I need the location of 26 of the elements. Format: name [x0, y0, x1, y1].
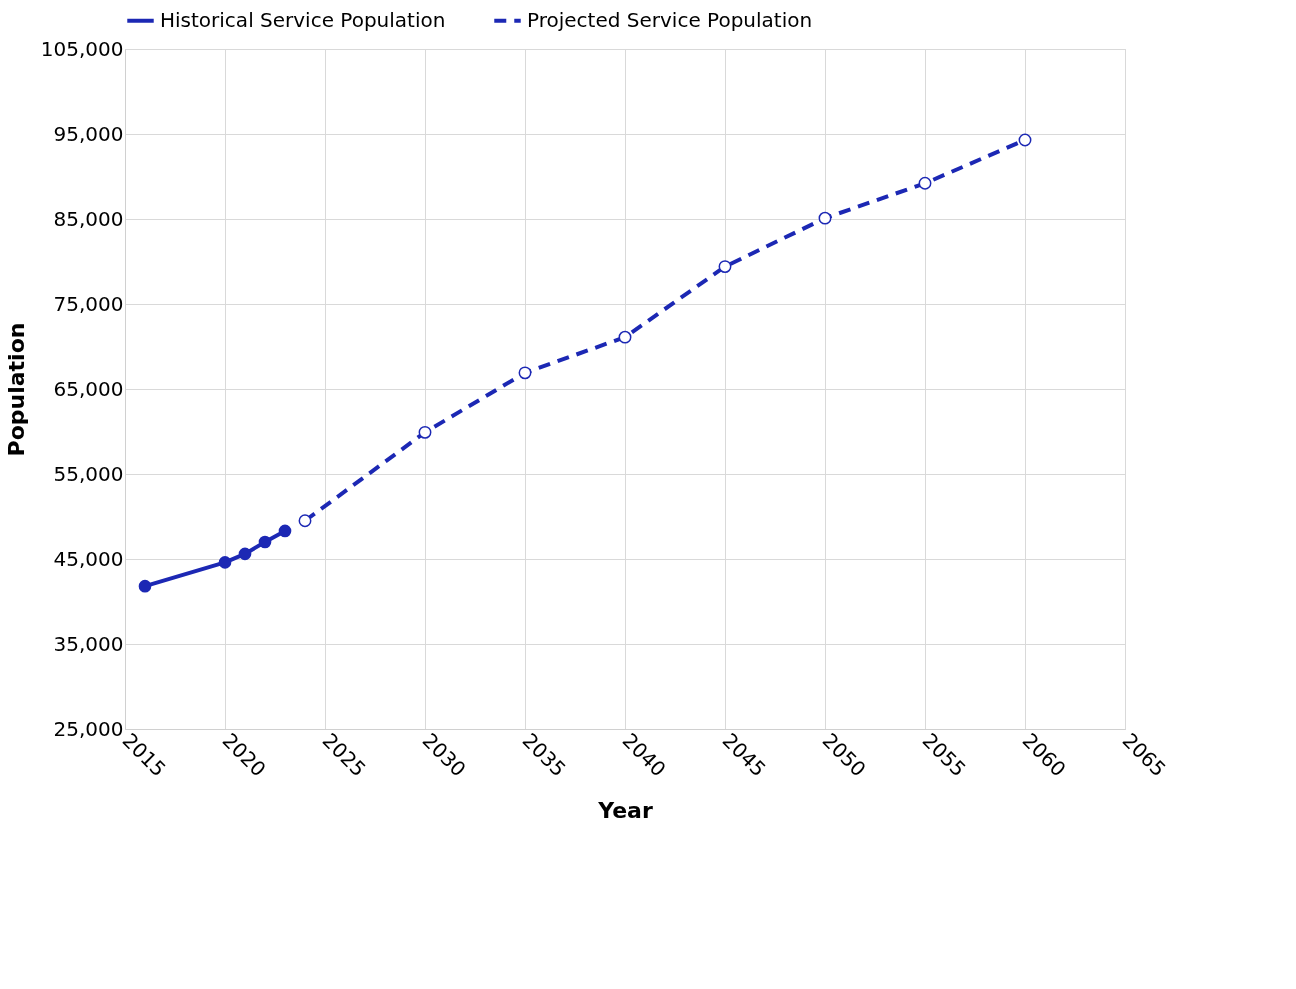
point [518, 366, 532, 380]
point [418, 425, 432, 439]
legend-label: Historical Service Population [160, 7, 446, 32]
point [298, 514, 312, 528]
point [1018, 133, 1032, 147]
y-tick-label: 95,000 [53, 121, 124, 146]
legend-label: Projected Service Population [527, 7, 813, 32]
y-tick-label: 85,000 [53, 206, 124, 231]
y-tick-label: 25,000 [53, 716, 124, 741]
y-tick-label: 55,000 [53, 461, 124, 486]
point [618, 330, 632, 344]
point [818, 211, 832, 225]
y-tick-label: 75,000 [53, 291, 124, 316]
point [138, 579, 152, 593]
y-tick-label: 105,000 [40, 36, 124, 61]
y-tick-label: 35,000 [53, 631, 124, 656]
point [718, 260, 732, 274]
point [218, 556, 232, 569]
point [918, 176, 932, 190]
x-axis-title: Year [597, 797, 653, 823]
y-tick-label: 45,000 [53, 546, 124, 571]
point [238, 547, 252, 561]
point [258, 535, 272, 549]
point [278, 524, 292, 538]
y-axis-title: Population [3, 322, 29, 457]
y-tick-label: 65,000 [53, 376, 124, 401]
